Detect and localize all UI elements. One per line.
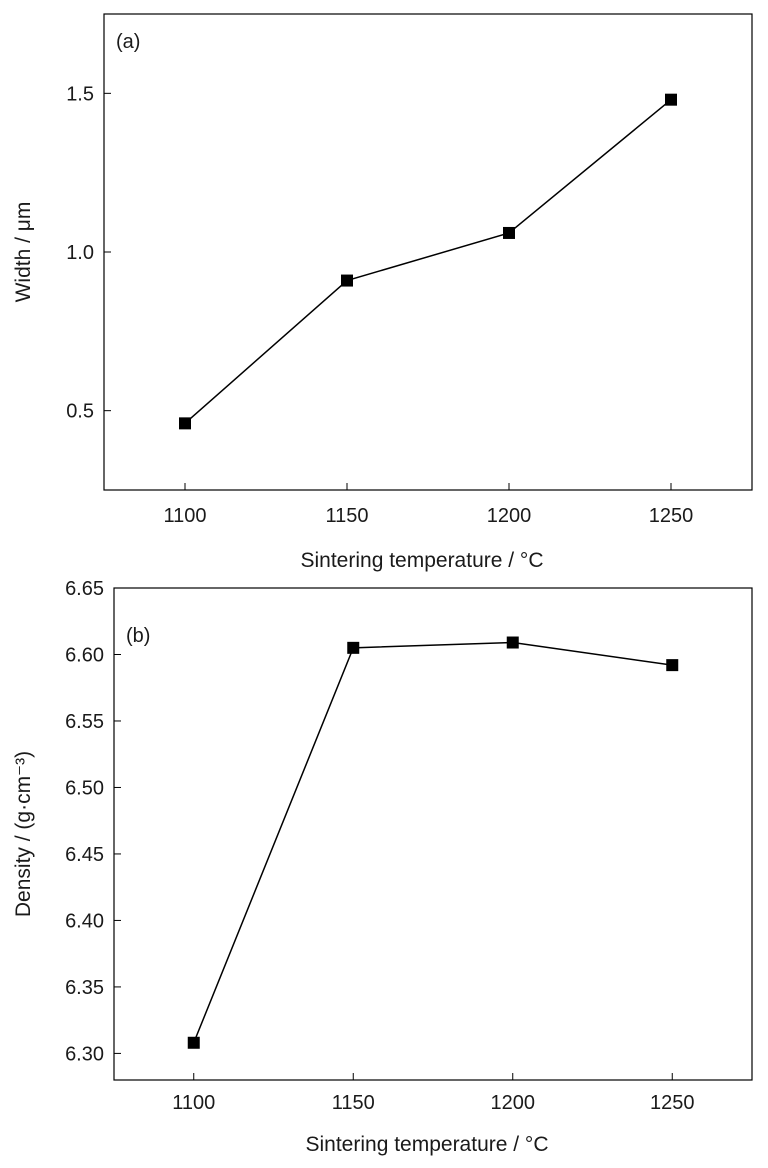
y-axis-label: Density / (g·cm⁻³)	[12, 751, 35, 917]
series-line	[193, 641, 673, 1044]
y-tick-label: 6.35	[65, 977, 104, 999]
x-axis-label: Sintering temperature / °C	[305, 1133, 548, 1156]
y-tick-label: 0.5	[66, 401, 94, 423]
x-tick-label: 1200	[487, 505, 532, 527]
data-point	[506, 636, 519, 649]
y-tick-label: 6.45	[65, 844, 104, 866]
series-line	[184, 99, 672, 424]
panel-label: (a)	[116, 31, 140, 53]
chart-panel-a: (a) 1100 1150 1200 1250 0.5 1.0 1.5 Sintering te…	[12, 13, 753, 572]
data-point	[341, 274, 353, 287]
data-point	[347, 641, 360, 654]
x-tick-label: 1150	[332, 1092, 375, 1114]
y-axis-label: Width / μm	[12, 202, 35, 303]
chart-panel-b: (b) 1100 1150 1200 1250 6.30 6.35 6.40 6.45 6.50 6…	[12, 578, 753, 1156]
x-tick-label: 1100	[163, 505, 206, 527]
y-tick-label: 1.0	[66, 242, 94, 264]
x-tick-label: 1150	[325, 505, 368, 527]
panel-label: (b)	[126, 625, 150, 647]
data-point	[179, 417, 191, 430]
x-tick-label: 1250	[650, 1092, 695, 1114]
x-tick-label: 1250	[649, 505, 694, 527]
x-tick-label: 1200	[491, 1092, 536, 1114]
plot-frame	[103, 13, 753, 491]
y-tick-label: 6.65	[65, 578, 104, 600]
data-point	[187, 1036, 200, 1049]
data-point	[665, 93, 677, 106]
y-tick-label: 6.30	[65, 1043, 104, 1065]
data-point	[503, 226, 515, 239]
y-tick-label: 6.50	[65, 777, 104, 799]
plot-frame	[113, 587, 753, 1081]
data-point	[666, 659, 679, 672]
x-tick-label: 1100	[172, 1092, 215, 1114]
y-tick-label: 6.60	[65, 644, 104, 666]
x-axis-label: Sintering temperature / °C	[300, 549, 543, 572]
y-tick-label: 1.5	[66, 83, 94, 105]
y-tick-label: 6.40	[65, 910, 104, 932]
y-tick-label: 6.55	[65, 711, 104, 733]
